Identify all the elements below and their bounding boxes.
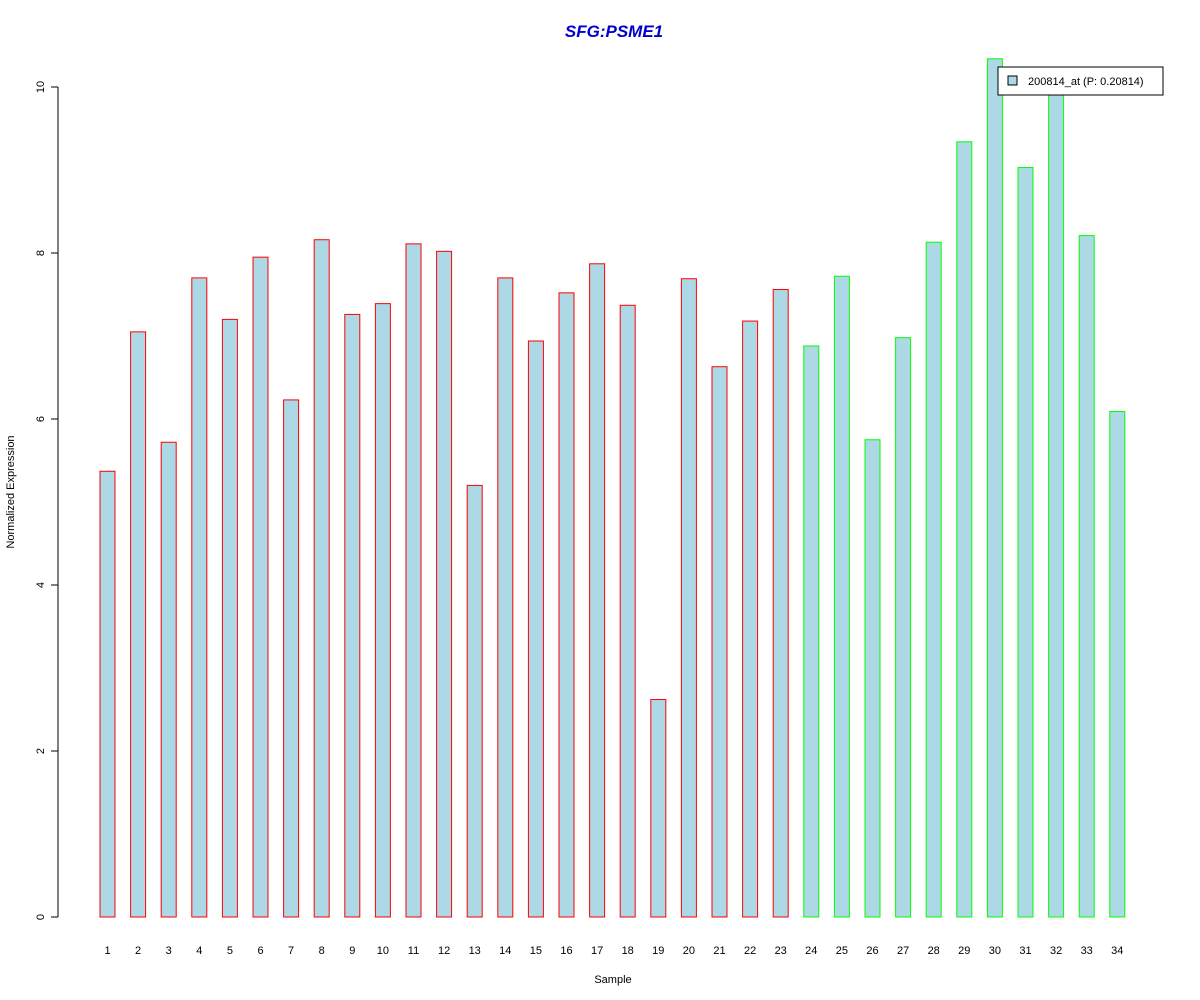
bar-sample-22 xyxy=(742,320,759,918)
x-tick-label: 24 xyxy=(805,945,817,957)
legend: 200814_at (P: 0.20814) xyxy=(997,66,1164,96)
y-axis: 0 2 4 6 8 10 xyxy=(35,81,59,920)
x-tick-label: 34 xyxy=(1111,945,1123,957)
x-tick-label: 18 xyxy=(622,945,634,957)
chart-title: SFG:PSME1 xyxy=(565,22,663,41)
legend-box xyxy=(997,66,1164,96)
x-tick-label: 26 xyxy=(866,945,878,957)
bar-sample-12 xyxy=(436,250,453,918)
bar-sample-29 xyxy=(956,141,973,918)
x-tick-label: 21 xyxy=(713,945,725,957)
y-tick-label: 0 xyxy=(35,914,47,920)
bar-sample-34 xyxy=(1109,411,1126,918)
x-tick-label: 9 xyxy=(349,945,355,957)
legend-label: 200814_at (P: 0.20814) xyxy=(1028,76,1144,88)
bar-sample-31 xyxy=(1017,167,1034,918)
bar-sample-1 xyxy=(99,470,116,918)
x-tick-label: 4 xyxy=(196,945,202,957)
x-tick-label: 7 xyxy=(288,945,294,957)
bar-sample-6 xyxy=(252,256,269,918)
x-tick-label: 20 xyxy=(683,945,695,957)
x-tick-label: 33 xyxy=(1081,945,1093,957)
y-tick-label: 2 xyxy=(35,748,47,754)
y-tick-label: 6 xyxy=(35,416,47,422)
x-tick-label: 30 xyxy=(989,945,1001,957)
x-tick-label: 14 xyxy=(499,945,511,957)
bar-sample-26 xyxy=(864,439,881,918)
x-tick-label: 22 xyxy=(744,945,756,957)
bar-sample-28 xyxy=(925,241,942,918)
x-tick-label: 31 xyxy=(1019,945,1031,957)
bar-sample-27 xyxy=(895,337,912,918)
y-tick-label: 8 xyxy=(35,250,47,256)
x-tick-label: 13 xyxy=(469,945,481,957)
bar-sample-4 xyxy=(191,277,208,918)
bar-sample-7 xyxy=(283,399,300,918)
x-axis-label: Sample xyxy=(594,974,631,986)
bar-sample-24 xyxy=(803,345,820,918)
bar-sample-21 xyxy=(711,366,728,918)
x-tick-label: 19 xyxy=(652,945,664,957)
legend-swatch xyxy=(1007,75,1018,86)
bar-sample-20 xyxy=(680,278,697,918)
x-tick-label: 2 xyxy=(135,945,141,957)
bar-sample-5 xyxy=(221,318,238,918)
x-tick-label: 8 xyxy=(319,945,325,957)
bar-sample-3 xyxy=(160,441,177,918)
bars xyxy=(99,58,1126,918)
x-tick-label: 25 xyxy=(836,945,848,957)
bar-sample-19 xyxy=(650,699,667,918)
bar-sample-10 xyxy=(374,303,391,918)
x-tick-label: 27 xyxy=(897,945,909,957)
x-tick-label: 3 xyxy=(166,945,172,957)
x-tick-label: 29 xyxy=(958,945,970,957)
bar-sample-11 xyxy=(405,243,422,918)
bar-sample-17 xyxy=(589,263,606,918)
x-tick-label: 5 xyxy=(227,945,233,957)
bar-sample-25 xyxy=(833,275,850,918)
bar-sample-9 xyxy=(344,313,361,918)
x-tick-label: 1 xyxy=(104,945,110,957)
bar-sample-23 xyxy=(772,289,789,918)
bar-sample-8 xyxy=(313,239,330,918)
y-tick-label: 10 xyxy=(35,81,47,93)
x-tick-label: 32 xyxy=(1050,945,1062,957)
x-tick-label: 6 xyxy=(257,945,263,957)
y-tick-label: 4 xyxy=(35,582,47,588)
bar-sample-2 xyxy=(130,331,147,918)
x-tick-label: 15 xyxy=(530,945,542,957)
bar-sample-32 xyxy=(1048,92,1065,918)
x-tick-label: 16 xyxy=(560,945,572,957)
x-tick-label: 17 xyxy=(591,945,603,957)
bar-sample-16 xyxy=(558,292,575,918)
bar-sample-18 xyxy=(619,304,636,918)
x-tick-label: 10 xyxy=(377,945,389,957)
x-tick-label: 28 xyxy=(928,945,940,957)
x-tick-label: 11 xyxy=(408,945,419,957)
y-axis-label: Normalized Expression xyxy=(5,435,17,548)
bar-sample-13 xyxy=(466,484,483,918)
bar-sample-33 xyxy=(1078,235,1095,918)
bar-sample-30 xyxy=(986,58,1003,918)
x-tick-label: 12 xyxy=(438,945,450,957)
x-tick-label: 23 xyxy=(775,945,787,957)
x-axis: 1 2 3 4 5 6 7 8 9 10 11 12 13 14 15 16 17 18 19 20 21 22 23 24 2… xyxy=(104,945,1123,957)
bar-sample-14 xyxy=(497,277,514,918)
bar-sample-15 xyxy=(527,340,544,918)
